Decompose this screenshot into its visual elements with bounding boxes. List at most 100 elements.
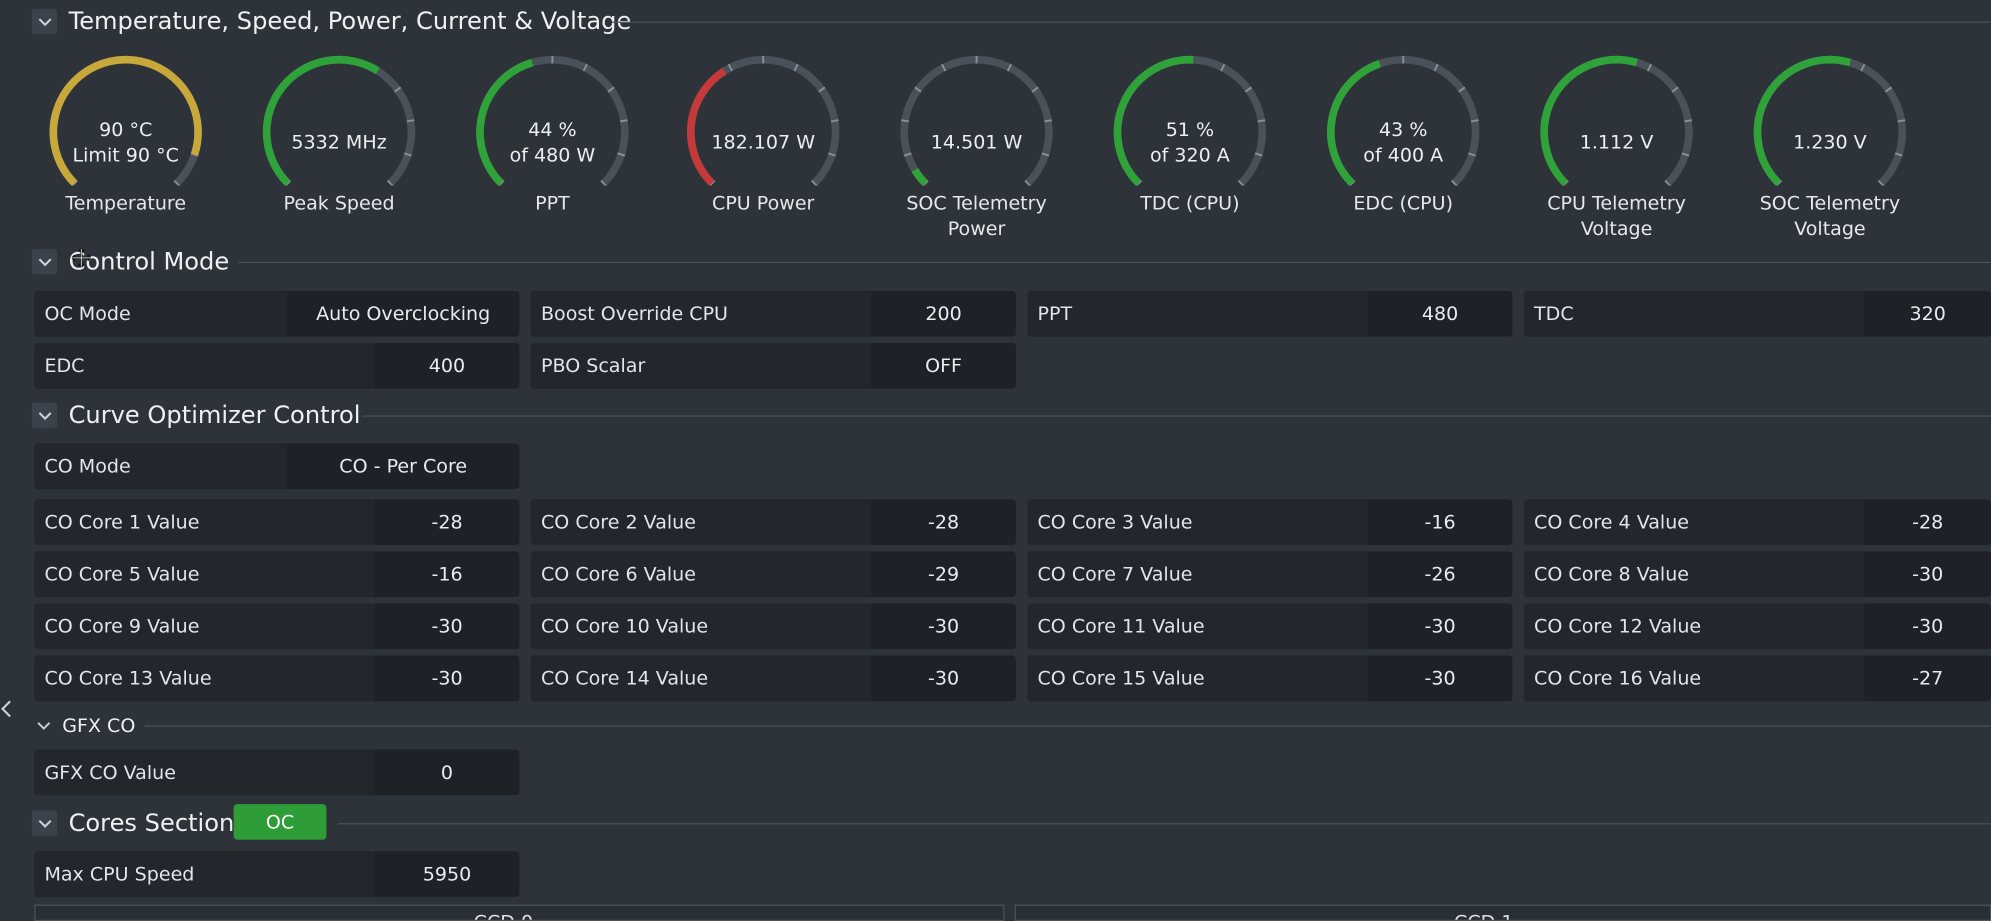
co-core-field[interactable]: CO Core 6 Value -29 <box>530 551 1016 598</box>
ppt-field[interactable]: PPT 480 <box>1027 290 1513 337</box>
move-cursor-icon <box>71 248 91 268</box>
ccd-1-panel[interactable]: CCD 1 <box>1014 904 1991 921</box>
co-core-field[interactable]: CO Core 4 Value -28 <box>1523 499 1991 546</box>
gauge-value: 1.112 V <box>1579 130 1654 154</box>
gauge: 51 % of 320 A TDC (CPU) <box>1095 46 1285 249</box>
co-core-field[interactable]: CO Core 14 Value -30 <box>530 655 1016 702</box>
field-label: Max CPU Speed <box>34 851 375 897</box>
co-core-field[interactable]: CO Core 9 Value -30 <box>34 603 520 650</box>
gauge: 44 % of 480 W PPT <box>457 46 647 249</box>
section-header-gfx-co[interactable]: GFX CO <box>32 709 136 742</box>
gfx-co-value[interactable]: 0 <box>440 760 454 784</box>
co-core-value[interactable]: -29 <box>927 562 960 586</box>
gauge: 182.107 W CPU Power <box>668 46 858 249</box>
co-core-value[interactable]: -30 <box>1912 562 1944 586</box>
chevron-left-icon[interactable] <box>0 699 13 719</box>
chevron-down-icon[interactable] <box>32 714 55 737</box>
gauge-value: 44 % <box>528 118 577 142</box>
gauge-label: EDC (CPU) <box>1353 191 1454 215</box>
tdc-field[interactable]: TDC 320 <box>1523 290 1991 337</box>
co-core-value[interactable]: -30 <box>431 614 463 638</box>
edc-field[interactable]: EDC 400 <box>34 343 520 389</box>
section-header-cores[interactable]: Cores Section <box>31 807 235 840</box>
divider <box>144 725 1991 727</box>
section-title: Curve Optimizer Control <box>68 401 361 430</box>
oc-status-badge[interactable]: OC <box>233 804 327 840</box>
gauge-label: SOC Telemetry <box>906 191 1047 215</box>
field-label: EDC <box>34 343 375 389</box>
co-core-field[interactable]: CO Core 15 Value -30 <box>1027 655 1513 702</box>
boost-override-field[interactable]: Boost Override CPU 200 <box>530 290 1016 337</box>
tdc-value[interactable]: 320 <box>1909 302 1946 326</box>
co-core-field[interactable]: CO Core 16 Value -27 <box>1523 655 1991 702</box>
oc-mode-value[interactable]: Auto Overclocking <box>316 302 491 326</box>
chevron-down-icon[interactable] <box>31 402 58 429</box>
co-core-field[interactable]: CO Core 13 Value -30 <box>34 655 520 702</box>
chevron-down-icon[interactable] <box>31 8 58 35</box>
co-core-field[interactable]: CO Core 12 Value -30 <box>1523 603 1991 650</box>
ccd-1-title: CCD 1 <box>1454 911 1513 920</box>
max-cpu-speed-field[interactable]: Max CPU Speed 5950 <box>34 851 520 897</box>
co-core-value[interactable]: -16 <box>431 562 463 586</box>
co-core-value[interactable]: -30 <box>1424 666 1456 690</box>
co-core-value[interactable]: -28 <box>431 510 463 534</box>
field-label: TDC <box>1523 290 1865 337</box>
edc-value[interactable]: 400 <box>428 354 466 378</box>
gauge-dial <box>687 55 840 186</box>
field-label: GFX CO Value <box>34 749 375 796</box>
gauge-value: 5332 MHz <box>291 130 387 154</box>
co-core-value[interactable]: -30 <box>1424 614 1456 638</box>
gauge-label: TDC (CPU) <box>1140 191 1240 215</box>
gauge-label-line2: Voltage <box>1580 217 1653 241</box>
divider <box>238 261 1991 263</box>
pbo-scalar-field[interactable]: PBO Scalar OFF <box>530 343 1016 389</box>
chevron-down-icon[interactable] <box>31 810 58 836</box>
co-core-value[interactable]: -30 <box>1912 614 1944 638</box>
co-core-field[interactable]: CO Core 10 Value -30 <box>530 603 1016 650</box>
gauge-value: 182.107 W <box>711 130 816 154</box>
co-core-value[interactable]: -30 <box>927 614 960 638</box>
gauge-dial <box>1327 55 1480 186</box>
section-header-control-mode[interactable]: Control Mode <box>31 245 230 278</box>
pbo-scalar-value[interactable]: OFF <box>925 354 962 378</box>
gauge-label: Temperature <box>65 191 187 215</box>
gauge: 14.501 W SOC Telemetry Power <box>881 46 1071 249</box>
co-core-field[interactable]: CO Core 5 Value -16 <box>34 551 520 598</box>
boost-override-value[interactable]: 200 <box>925 302 962 326</box>
section-header-curve-optimizer[interactable]: Curve Optimizer Control <box>31 399 361 432</box>
divider <box>361 415 1991 417</box>
co-core-value[interactable]: -30 <box>927 666 960 690</box>
co-core-field[interactable]: CO Core 7 Value -26 <box>1027 551 1513 598</box>
field-label: CO Core 9 Value <box>34 603 375 650</box>
ccd-0-title: CCD 0 <box>474 911 533 920</box>
co-core-field[interactable]: CO Core 11 Value -30 <box>1027 603 1513 650</box>
co-mode-value[interactable]: CO - Per Core <box>339 454 468 478</box>
co-core-value[interactable]: -27 <box>1912 666 1944 690</box>
co-core-field[interactable]: CO Core 1 Value -28 <box>34 499 520 546</box>
co-core-value[interactable]: -30 <box>431 666 463 690</box>
gauge: 1.112 V CPU Telemetry Voltage <box>1521 46 1711 249</box>
co-core-field[interactable]: CO Core 8 Value -30 <box>1523 551 1991 598</box>
chevron-down-icon[interactable] <box>31 248 58 275</box>
co-core-value[interactable]: -26 <box>1424 562 1456 586</box>
co-core-field[interactable]: CO Core 3 Value -16 <box>1027 499 1513 546</box>
ppt-value[interactable]: 480 <box>1421 302 1459 326</box>
gfx-co-field[interactable]: GFX CO Value 0 <box>34 749 520 796</box>
field-label: CO Core 15 Value <box>1027 655 1368 702</box>
ccd-0-panel[interactable]: CCD 0 <box>34 904 1005 921</box>
co-core-value[interactable]: -28 <box>1912 510 1944 534</box>
gauge: 1.230 V SOC Telemetry Voltage <box>1735 46 1925 249</box>
gauge-label: Peak Speed <box>283 191 395 215</box>
co-core-value[interactable]: -28 <box>927 510 960 534</box>
section-header-metrics[interactable]: Temperature, Speed, Power, Current & Vol… <box>31 5 632 38</box>
co-mode-field[interactable]: CO Mode CO - Per Core <box>34 443 520 490</box>
max-cpu-speed-value[interactable]: 5950 <box>422 862 472 886</box>
section-title: Control Mode <box>68 247 230 276</box>
co-core-field[interactable]: CO Core 2 Value -28 <box>530 499 1016 546</box>
section-title: Temperature, Speed, Power, Current & Vol… <box>68 7 632 36</box>
field-label: CO Core 12 Value <box>1523 603 1865 650</box>
oc-mode-field[interactable]: OC Mode Auto Overclocking <box>34 290 520 337</box>
gauge-subvalue: of 320 A <box>1149 143 1230 167</box>
co-core-value[interactable]: -16 <box>1424 510 1456 534</box>
